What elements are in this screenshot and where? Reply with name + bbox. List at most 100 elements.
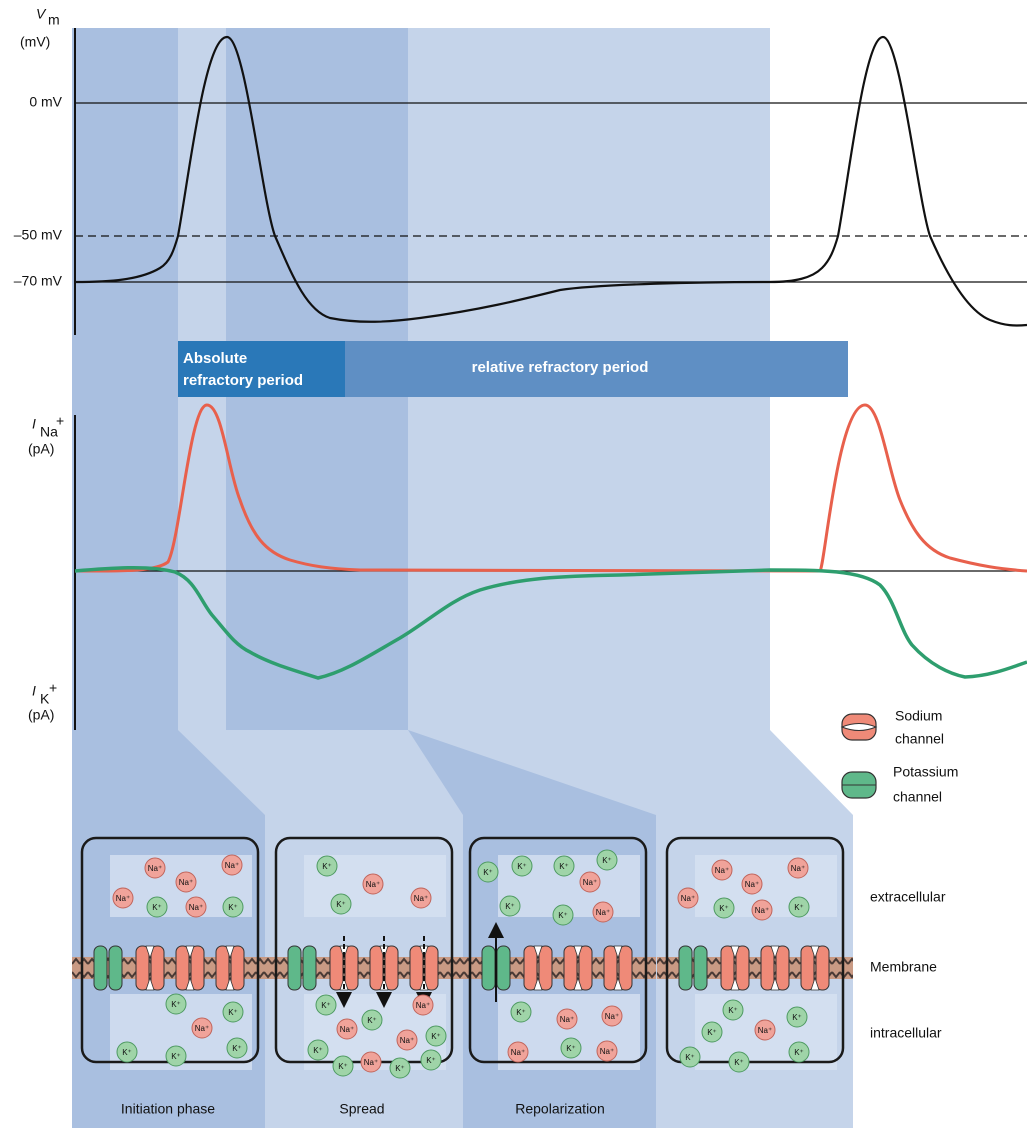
ion-label: K⁺ [516, 1008, 526, 1017]
bar-label: Absolute [183, 350, 247, 367]
ion-label: K⁺ [395, 1064, 405, 1073]
page: V m (mV) 0 mV –50 mV –70 mV Absolute ref… [0, 0, 1027, 1128]
panel-label: Repolarization [515, 1101, 605, 1117]
channel-half [524, 946, 537, 990]
channel-half [801, 946, 814, 990]
channel-half [330, 946, 343, 990]
region-label: Membrane [870, 959, 937, 975]
bar-label: relative refractory period [472, 359, 649, 376]
axis-superscript: + [49, 680, 57, 696]
channel-half [151, 946, 164, 990]
channel-half [345, 946, 358, 990]
ion-label: Na⁺ [400, 1036, 414, 1045]
ion-label: Na⁺ [511, 1048, 525, 1057]
legend-label: channel [895, 731, 944, 747]
axis-unit: (pA) [28, 441, 54, 457]
ion-label: K⁺ [602, 856, 612, 865]
channel-half [136, 946, 149, 990]
ion-label: Na⁺ [791, 864, 805, 873]
ion-label: K⁺ [794, 1048, 804, 1057]
ion-label: K⁺ [566, 1044, 576, 1053]
band-mid [72, 28, 178, 730]
channel-half [761, 946, 774, 990]
tick-label: –70 mV [14, 273, 63, 289]
channel-half [816, 946, 829, 990]
region-label: extracellular [870, 889, 946, 905]
ion-label: Na⁺ [583, 878, 597, 887]
axis-subscript: m [48, 12, 60, 28]
channel-half [736, 946, 749, 990]
channel-half [410, 946, 423, 990]
ion-label: Na⁺ [715, 866, 729, 875]
ion-label: K⁺ [232, 1044, 242, 1053]
ion-label: K⁺ [558, 911, 568, 920]
ion-label: Na⁺ [758, 1026, 772, 1035]
channel-half [539, 946, 552, 990]
ion-label: K⁺ [171, 1052, 181, 1061]
channel-half [564, 946, 577, 990]
ion-label: Na⁺ [340, 1025, 354, 1034]
ion-label: Na⁺ [681, 894, 695, 903]
channel-half [231, 946, 244, 990]
channel-half [579, 946, 592, 990]
bar-label: refractory period [183, 372, 303, 389]
ion-label: K⁺ [559, 862, 569, 871]
channel-half [619, 946, 632, 990]
channel-half [216, 946, 229, 990]
ion-label: K⁺ [517, 862, 527, 871]
channel-half [679, 946, 692, 990]
ion-label: Na⁺ [414, 894, 428, 903]
legend-sodium-icon [842, 714, 876, 740]
ion-label: K⁺ [338, 1062, 348, 1071]
channel-half [776, 946, 789, 990]
ion-label: Na⁺ [189, 903, 203, 912]
channel-half [94, 946, 107, 990]
ion-label: Na⁺ [600, 1047, 614, 1056]
ion-label: K⁺ [322, 862, 332, 871]
ion-label: K⁺ [152, 903, 162, 912]
ion-label: K⁺ [707, 1028, 717, 1037]
channel-half [385, 946, 398, 990]
channel-half [721, 946, 734, 990]
ion-label: K⁺ [685, 1053, 695, 1062]
tick-label: 0 mV [29, 94, 62, 110]
ion-label: K⁺ [313, 1046, 323, 1055]
ion-label: K⁺ [734, 1058, 744, 1067]
legend-label: channel [893, 789, 942, 805]
axis-symbol: V [36, 6, 47, 22]
ion-label: Na⁺ [195, 1024, 209, 1033]
ion-label: Na⁺ [179, 878, 193, 887]
ion-label: Na⁺ [148, 864, 162, 873]
ion-label: K⁺ [792, 1013, 802, 1022]
channel-half [482, 946, 495, 990]
ion-label: Na⁺ [366, 880, 380, 889]
panel-label: Initiation phase [121, 1101, 215, 1117]
region-label: intracellular [870, 1025, 942, 1041]
ion-label: K⁺ [719, 904, 729, 913]
legend-label: Sodium [895, 708, 942, 724]
channel-half [303, 946, 316, 990]
axis-superscript: + [56, 413, 64, 429]
axis-symbol: I [32, 683, 36, 699]
ion-label: K⁺ [483, 868, 493, 877]
ion-label: Na⁺ [560, 1015, 574, 1024]
ion-label: K⁺ [367, 1016, 377, 1025]
ion-label: Na⁺ [225, 861, 239, 870]
ion-label: Na⁺ [605, 1012, 619, 1021]
axis-unit: (mV) [20, 34, 50, 50]
axis-symbol: I [32, 416, 36, 432]
channel-half [604, 946, 617, 990]
tick-label: –50 mV [14, 227, 63, 243]
ion-label: Na⁺ [416, 1001, 430, 1010]
ion-label: K⁺ [228, 1008, 238, 1017]
legend-label: Potassium [893, 764, 958, 780]
channel-half [109, 946, 122, 990]
legend-potassium-icon [842, 772, 876, 798]
ion-label: K⁺ [122, 1048, 132, 1057]
ion-label: K⁺ [426, 1056, 436, 1065]
ion-label: K⁺ [431, 1032, 441, 1041]
ion-label: Na⁺ [116, 894, 130, 903]
channel-half [425, 946, 438, 990]
ion-label: Na⁺ [745, 880, 759, 889]
ion-label: Na⁺ [596, 908, 610, 917]
